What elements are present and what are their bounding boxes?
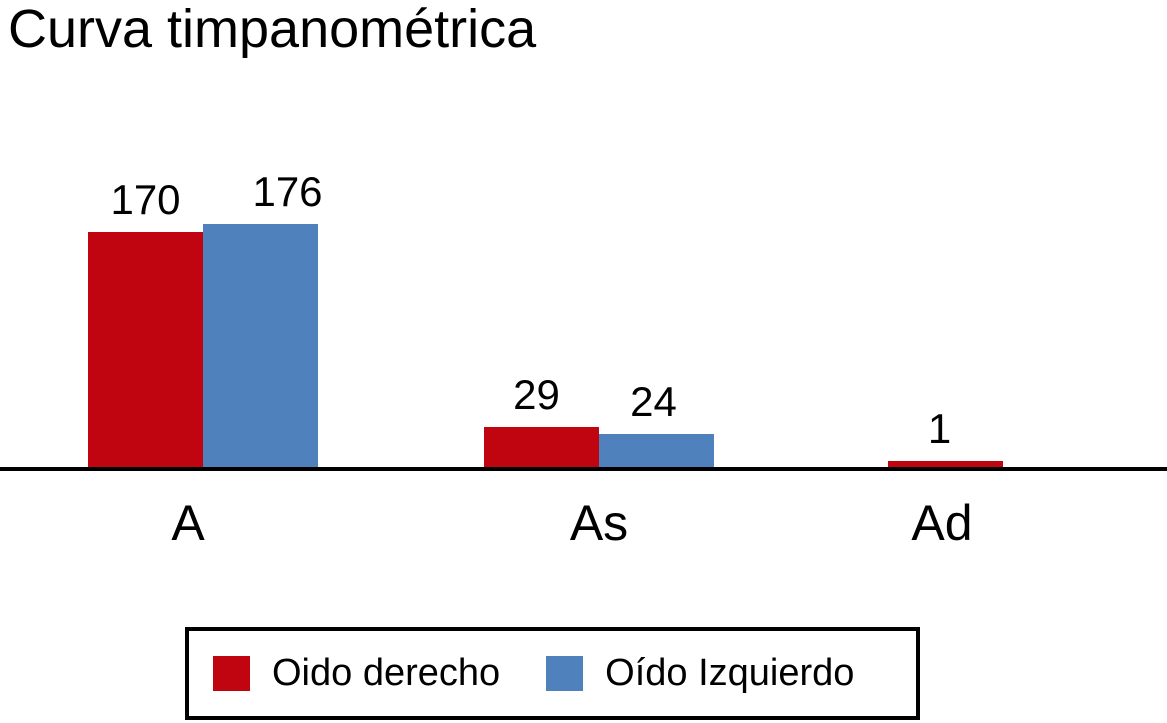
value-label-oido-derecho-As: 29 bbox=[513, 371, 560, 418]
bar-oido-izquierdo-A bbox=[203, 224, 318, 467]
legend-swatch-blue bbox=[546, 656, 584, 691]
bar-oido-derecho-A bbox=[88, 232, 203, 467]
value-label-oido-derecho-Ad: 1 bbox=[927, 405, 952, 452]
x-axis-line bbox=[0, 467, 1167, 471]
plot-area: 170 176 29 24 1 A As Ad bbox=[0, 168, 1167, 551]
legend-swatch-red bbox=[213, 656, 250, 691]
value-label-oido-derecho-A: 170 bbox=[110, 176, 181, 223]
value-label-oido-izquierdo-As: 24 bbox=[630, 378, 677, 425]
category-label-A: A bbox=[171, 495, 205, 551]
bar-oido-derecho-Ad bbox=[888, 461, 1003, 467]
legend-item-oido-izquierdo: Oído Izquierdo bbox=[546, 652, 854, 695]
bar-oido-derecho-As bbox=[484, 427, 599, 467]
legend-item-oido-derecho: Oido derecho bbox=[213, 652, 500, 695]
value-label-oido-izquierdo-A: 176 bbox=[252, 168, 323, 215]
legend: Oido derecho Oído Izquierdo bbox=[185, 627, 920, 720]
category-label-Ad: Ad bbox=[911, 495, 973, 551]
legend-label-oido-izquierdo: Oído Izquierdo bbox=[605, 652, 855, 694]
chart-title: Curva timpanométrica bbox=[8, 0, 537, 59]
category-label-As: As bbox=[569, 495, 629, 551]
bar-oido-izquierdo-As bbox=[599, 434, 714, 467]
legend-label-oido-derecho: Oido derecho bbox=[272, 652, 501, 694]
